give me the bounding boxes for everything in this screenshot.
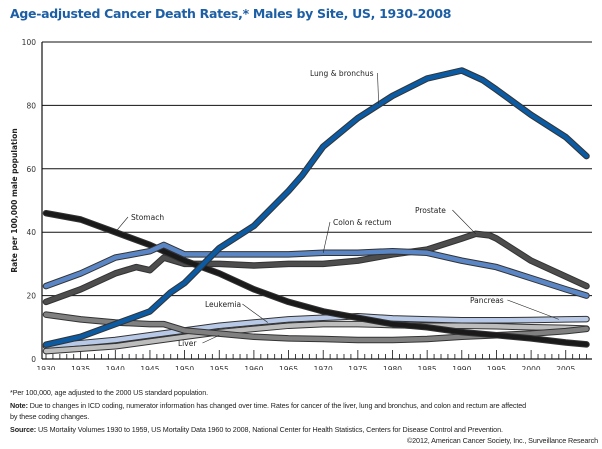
note-text-cont: by these coding changes.: [10, 412, 90, 421]
series-label-colon-rectum: Colon & rectum: [333, 218, 392, 227]
y-axis-label: Rate per 100,000 male population: [10, 128, 19, 272]
y-tick-label: 40: [26, 228, 36, 237]
x-tick-label: 1945: [140, 365, 159, 370]
series-line-colon-rectum: [43, 242, 589, 298]
leader-line-lung-bronchus: [377, 72, 379, 104]
x-tick-label: 1940: [106, 365, 125, 370]
series-line-stomach: [43, 210, 589, 347]
series-label-leukemia: Leukemia: [205, 300, 241, 309]
line-chart: 0 20 40 60 80 100 1930 1935 1940 1945 1950 1955 1960…: [10, 38, 592, 370]
x-tick-label: 2000: [522, 365, 541, 370]
y-tick-label: 80: [26, 101, 36, 110]
x-tick-label: 1965: [279, 365, 298, 370]
note: Note: Due to changes in ICD coding, nume…: [10, 401, 598, 410]
leader-line-pancreas: [507, 299, 559, 320]
x-tick-label: 1990: [452, 365, 471, 370]
x-tick-label: 1985: [418, 365, 437, 370]
leader-line-liver: [202, 334, 220, 344]
source: Source: US Mortality Volumes 1930 to 195…: [10, 425, 598, 434]
footnotes: *Per 100,000, age adjusted to the 2000 U…: [10, 388, 598, 445]
y-tick-label: 0: [31, 355, 36, 364]
series-line-prostate: [43, 231, 589, 305]
x-tick-label: 2005: [556, 365, 575, 370]
leader-line-prostate: [452, 209, 476, 234]
note-text: Due to changes in ICD coding, numerator …: [27, 401, 527, 410]
x-tick-label: 1955: [210, 365, 229, 370]
note-label: Note:: [10, 401, 28, 410]
footnote-asterisk: *Per 100,000, age adjusted to the 2000 U…: [10, 388, 208, 397]
source-label: Source:: [10, 425, 37, 434]
leader-line-colon-rectum: [322, 221, 331, 253]
copyright: ©2012, American Cancer Society, Inc., Su…: [406, 436, 598, 445]
chart-title: Age-adjusted Cancer Death Rates,* Males …: [10, 6, 452, 21]
x-tick-label: 1960: [244, 365, 263, 370]
series-line-lung-bronchus: [43, 68, 589, 347]
x-tick-label: 1935: [71, 365, 90, 370]
x-tick-label: 1995: [487, 365, 506, 370]
x-tick-label: 1970: [314, 365, 333, 370]
x-tick-label: 1980: [383, 365, 402, 370]
y-tick-label: 60: [26, 165, 36, 174]
x-tick-label: 1950: [175, 365, 194, 370]
series-outline-lung-bronchus: [42, 67, 590, 348]
series-label-pancreas: Pancreas: [470, 296, 504, 305]
y-tick-label: 20: [26, 292, 36, 301]
series-label-stomach: Stomach: [131, 213, 164, 222]
y-tick-label: 100: [22, 38, 37, 47]
x-tick-label: 1930: [36, 365, 55, 370]
series-label-liver: Liver: [178, 339, 197, 348]
series-label-lung-bronchus: Lung & bronchus: [310, 69, 374, 78]
x-tick-label: 1975: [348, 365, 367, 370]
source-text: US Mortality Volumes 1930 to 1959, US Mo…: [36, 425, 503, 434]
leader-line-leukemia: [242, 303, 268, 323]
series-label-prostate: Prostate: [415, 206, 446, 215]
series-line-leukemia: [43, 321, 589, 354]
leader-line-stomach: [115, 216, 129, 233]
